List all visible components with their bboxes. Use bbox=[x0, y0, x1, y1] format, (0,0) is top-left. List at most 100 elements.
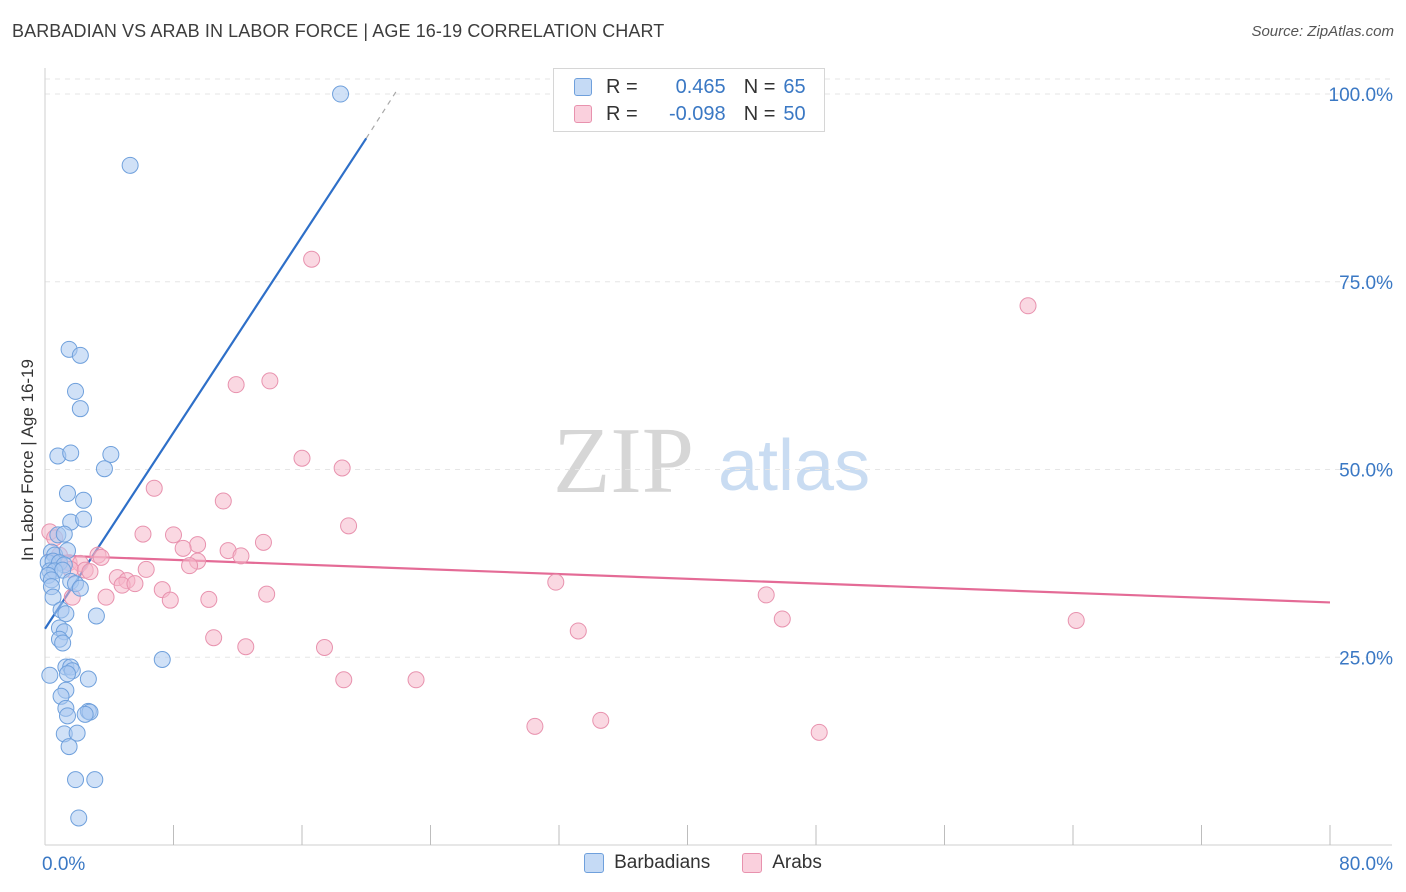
arab-point bbox=[261, 372, 279, 390]
arab-point bbox=[126, 575, 144, 593]
legend-swatch-arabs bbox=[742, 853, 763, 873]
arab-point bbox=[237, 638, 255, 656]
legend-item-barbadians: Barbadians bbox=[584, 852, 710, 874]
legend-n-label: N = bbox=[743, 102, 776, 125]
legend-row-barbadians: R = 0.465 N = 65 bbox=[574, 75, 806, 99]
barbadian-point bbox=[95, 460, 113, 478]
legend-item-arabs: Arabs bbox=[742, 852, 822, 874]
arab-point bbox=[189, 536, 207, 554]
arab-point bbox=[810, 723, 828, 741]
legend-r-value: -0.098 bbox=[668, 102, 726, 125]
legend-swatch-barbadians bbox=[574, 78, 592, 96]
arab-point bbox=[214, 492, 232, 510]
arab-point bbox=[145, 479, 163, 497]
arab-point bbox=[315, 638, 333, 656]
barbadian-point bbox=[87, 607, 105, 625]
barbadian-point bbox=[58, 707, 76, 725]
arab-point bbox=[232, 547, 250, 565]
arab-point bbox=[81, 563, 99, 581]
legend-row-arabs: R = -0.098 N = 50 bbox=[574, 102, 806, 126]
arab-point bbox=[526, 717, 544, 735]
barbadian-point bbox=[71, 579, 89, 597]
correlation-legend: R = 0.465 N = 65 R = -0.098 N = 50 bbox=[553, 68, 825, 132]
barbadian-point bbox=[54, 634, 72, 652]
arab-point bbox=[773, 610, 791, 628]
x-tick-label: 0.0% bbox=[42, 854, 85, 875]
axis-labels: 25.0% 50.0% 75.0% 100.0% 0.0% 80.0% In Labor F… bbox=[18, 85, 1393, 875]
watermark: ZIP atlas bbox=[553, 409, 870, 513]
y-tick-label: 50.0% bbox=[1339, 461, 1393, 482]
y-tick-label: 75.0% bbox=[1339, 273, 1393, 294]
axes bbox=[44, 68, 1392, 846]
barbadian-point bbox=[58, 665, 76, 683]
barbadians-trend-extension bbox=[365, 87, 399, 139]
trend-lines bbox=[44, 87, 1331, 630]
arab-point bbox=[1019, 297, 1037, 315]
legend-swatch-arabs bbox=[574, 105, 592, 123]
barbadians-points bbox=[39, 85, 350, 827]
arab-point bbox=[205, 629, 223, 647]
arab-point bbox=[200, 590, 218, 608]
x-tick-label: 80.0% bbox=[1339, 854, 1393, 875]
barbadian-point bbox=[62, 444, 80, 462]
barbadian-point bbox=[79, 670, 97, 688]
legend-label-barbadians: Barbadians bbox=[614, 852, 711, 873]
legend-n-value: 65 bbox=[783, 75, 806, 98]
arab-point bbox=[333, 459, 351, 477]
barbadian-point bbox=[71, 346, 89, 364]
arabs-trend-line bbox=[44, 554, 1331, 604]
arab-point bbox=[407, 671, 425, 689]
arab-point bbox=[134, 525, 152, 543]
arab-point bbox=[174, 539, 192, 557]
barbadian-point bbox=[41, 666, 59, 684]
barbadian-point bbox=[70, 809, 88, 827]
barbadian-point bbox=[58, 485, 76, 503]
barbadian-point bbox=[332, 85, 350, 103]
arab-point bbox=[258, 585, 276, 603]
arab-point bbox=[254, 533, 272, 551]
barbadian-point bbox=[71, 400, 89, 418]
barbadian-point bbox=[55, 525, 73, 543]
arab-point bbox=[181, 557, 199, 575]
barbadian-point bbox=[57, 605, 75, 623]
watermark-atlas: atlas bbox=[718, 426, 870, 506]
gridlines bbox=[45, 78, 1392, 658]
arab-point bbox=[569, 622, 587, 640]
arab-point bbox=[92, 548, 110, 566]
barbadian-point bbox=[121, 156, 139, 174]
series-legend: Barbadians Arabs bbox=[0, 852, 1406, 874]
barbadian-point bbox=[102, 445, 120, 463]
legend-n-value: 50 bbox=[783, 102, 806, 125]
barbadian-point bbox=[75, 491, 93, 509]
legend-r-label: R = bbox=[606, 75, 638, 98]
arab-point bbox=[303, 250, 321, 268]
arab-point bbox=[1067, 611, 1085, 629]
arab-point bbox=[137, 560, 155, 578]
arab-point bbox=[335, 671, 353, 689]
y-axis-title: In Labor Force | Age 16-19 bbox=[18, 359, 37, 561]
arab-point bbox=[227, 376, 245, 394]
arab-point bbox=[592, 711, 610, 729]
barbadian-point bbox=[76, 705, 94, 723]
arab-point bbox=[165, 526, 182, 544]
arab-point bbox=[97, 588, 115, 606]
legend-n-label: N = bbox=[743, 75, 776, 98]
arab-point bbox=[293, 449, 311, 467]
barbadian-point bbox=[75, 510, 93, 528]
barbadian-point bbox=[68, 724, 86, 742]
legend-swatch-barbadians bbox=[584, 853, 605, 873]
source-credit: Source: ZipAtlas.com bbox=[1251, 23, 1394, 40]
arab-point bbox=[161, 591, 179, 609]
barbadian-point bbox=[153, 651, 171, 669]
watermark-zip: ZIP bbox=[553, 409, 694, 513]
barbadian-point bbox=[67, 771, 85, 789]
chart-title: BARBADIAN VS ARAB IN LABOR FORCE | AGE 1… bbox=[12, 21, 665, 41]
legend-r-label: R = bbox=[606, 102, 638, 125]
arab-point bbox=[547, 573, 565, 591]
legend-r-value: 0.465 bbox=[675, 75, 726, 98]
barbadian-point bbox=[86, 771, 104, 789]
barbadian-point bbox=[44, 588, 62, 606]
arab-point bbox=[340, 517, 358, 535]
barbadian-point bbox=[67, 382, 85, 400]
